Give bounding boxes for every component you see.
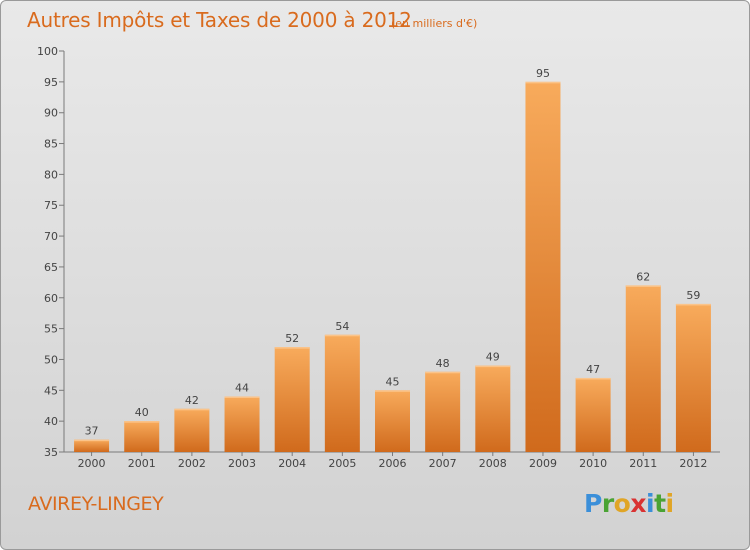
value-label-2007: 48 bbox=[436, 357, 450, 370]
bar-top-2003 bbox=[224, 396, 260, 398]
logo-letter: o bbox=[613, 489, 631, 518]
axes-layer: 35 40 45 50 55 60 65 70 75 80 85 90 95 100 bbox=[37, 45, 720, 459]
commune-name: AVIREY-LINGEY bbox=[28, 493, 164, 515]
y-tick-label: 90 bbox=[44, 107, 58, 120]
x-tick-label-2002: 2002 bbox=[178, 457, 206, 470]
x-tick-label-2010: 2010 bbox=[579, 457, 607, 470]
logo-letter: P bbox=[584, 489, 602, 518]
bar-2009 bbox=[525, 81, 561, 452]
bar-top-2005 bbox=[324, 334, 360, 337]
bar-2004 bbox=[274, 347, 310, 452]
y-tick-label: 75 bbox=[44, 199, 58, 212]
bar-top-2012 bbox=[675, 303, 711, 306]
bar-top-2011 bbox=[625, 285, 661, 287]
value-label-2001: 40 bbox=[135, 406, 149, 419]
bar-2003 bbox=[224, 396, 260, 452]
bar-top-2006 bbox=[375, 390, 410, 392]
x-tick-label-2006: 2006 bbox=[379, 457, 407, 470]
bar-2007 bbox=[425, 371, 461, 452]
bar-top-2007 bbox=[425, 371, 461, 374]
y-tick-label: 65 bbox=[44, 261, 58, 274]
value-label-2004: 52 bbox=[285, 332, 299, 345]
y-tick-label: 35 bbox=[44, 446, 58, 459]
bar-top-2008 bbox=[475, 365, 511, 368]
bar-2001 bbox=[124, 421, 160, 452]
bar-top-2009 bbox=[525, 81, 561, 84]
x-tick-label-2012: 2012 bbox=[679, 457, 707, 470]
logo-letter: x bbox=[630, 489, 646, 518]
y-tick-label: 70 bbox=[44, 230, 58, 243]
bar-top-2002 bbox=[174, 408, 210, 411]
proxiti-logo[interactable]: Proxiti bbox=[584, 489, 674, 518]
labels-layer: 37 2000 40 2001 42 2002 44 2003 52 2004 54 2005 45 20… bbox=[78, 67, 708, 470]
value-label-2000: 37 bbox=[85, 425, 99, 438]
bar-2012 bbox=[675, 303, 711, 452]
bars-layer bbox=[74, 81, 711, 452]
bar-top-2001 bbox=[124, 421, 160, 423]
chart-subtitle: (en milliers d'€) bbox=[391, 17, 478, 30]
chart-title: Autres Impôts et Taxes de 2000 à 2012 bbox=[27, 8, 412, 32]
y-tick-label: 95 bbox=[44, 76, 58, 89]
x-tick-label-2004: 2004 bbox=[278, 457, 306, 470]
value-label-2006: 45 bbox=[386, 375, 400, 388]
value-label-2011: 62 bbox=[636, 270, 650, 283]
y-tick-label: 85 bbox=[44, 138, 58, 151]
bar-2000 bbox=[74, 439, 110, 452]
value-label-2008: 49 bbox=[486, 351, 500, 364]
y-tick-label: 60 bbox=[44, 292, 58, 305]
bar-top-2004 bbox=[274, 347, 310, 349]
value-label-2012: 59 bbox=[686, 289, 700, 302]
logo-letter: i bbox=[665, 489, 675, 518]
x-tick-label-2005: 2005 bbox=[328, 457, 356, 470]
logo-letter: i bbox=[646, 489, 655, 518]
x-tick-label-2007: 2007 bbox=[429, 457, 457, 470]
y-tick-label: 55 bbox=[44, 323, 58, 336]
y-tick-label: 50 bbox=[44, 353, 58, 366]
x-tick-label-2003: 2003 bbox=[228, 457, 256, 470]
x-tick-label-2011: 2011 bbox=[629, 457, 657, 470]
bar-2011 bbox=[625, 285, 661, 452]
logo-letter: r bbox=[601, 489, 614, 518]
bar-top-2000 bbox=[74, 439, 110, 442]
value-label-2003: 44 bbox=[235, 381, 249, 394]
value-label-2009: 95 bbox=[536, 67, 550, 80]
bar-2008 bbox=[475, 365, 511, 452]
y-tick-label: 45 bbox=[44, 384, 58, 397]
y-tick-label: 40 bbox=[44, 415, 58, 428]
logo-letter: t bbox=[654, 489, 666, 518]
value-label-2005: 54 bbox=[335, 320, 349, 333]
value-label-2010: 47 bbox=[586, 363, 600, 376]
x-tick-label-2001: 2001 bbox=[128, 457, 156, 470]
bar-2005 bbox=[324, 334, 360, 452]
x-tick-label-2008: 2008 bbox=[479, 457, 507, 470]
bar-2010 bbox=[575, 377, 611, 452]
x-tick-label-2000: 2000 bbox=[78, 457, 106, 470]
value-label-2002: 42 bbox=[185, 394, 199, 407]
y-tick-label: 100 bbox=[37, 45, 58, 58]
bar-2002 bbox=[174, 408, 210, 452]
bar-2006 bbox=[375, 390, 410, 452]
bar-top-2010 bbox=[575, 377, 611, 380]
x-tick-label-2009: 2009 bbox=[529, 457, 557, 470]
y-tick-label: 80 bbox=[44, 168, 58, 181]
